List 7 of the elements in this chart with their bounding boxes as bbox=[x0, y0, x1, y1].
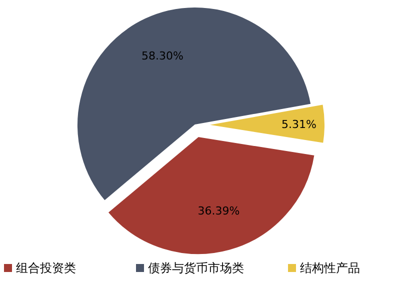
data-label: 5.31% bbox=[282, 118, 317, 131]
legend-label: 债券与货币市场类 bbox=[148, 261, 244, 275]
pie: 36.39% 58.30% 5.31% bbox=[76, 6, 326, 256]
legend-label: 组合投资类 bbox=[16, 261, 76, 275]
legend-label: 结构性产品 bbox=[300, 261, 360, 275]
data-label: 36.39% bbox=[198, 204, 240, 218]
data-label: 58.30% bbox=[142, 50, 184, 63]
